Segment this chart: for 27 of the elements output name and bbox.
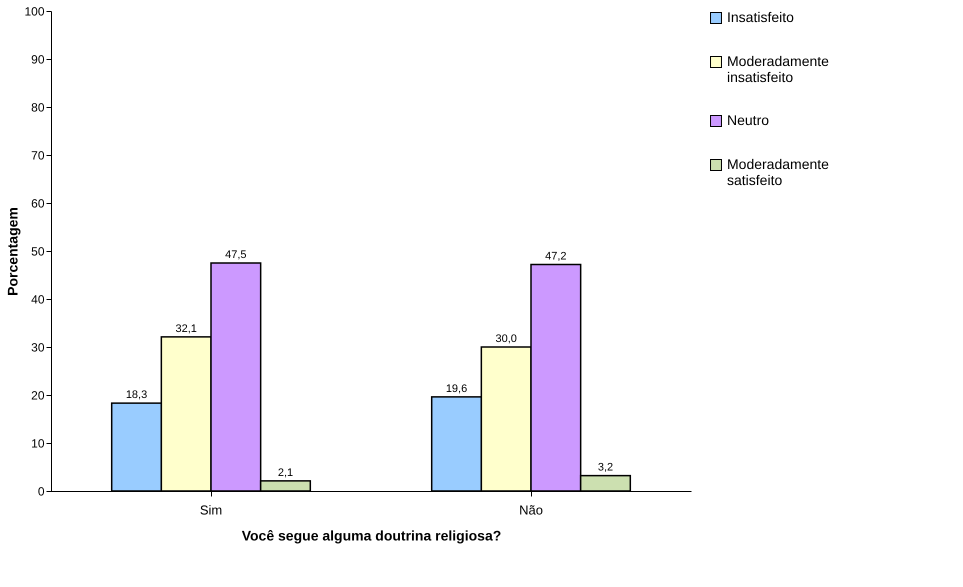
data-label: 30,0 — [495, 333, 517, 345]
legend-label: Moderadamente satisfeito — [727, 156, 830, 188]
y-tick-label: 50 — [31, 244, 45, 258]
data-label: 18,3 — [126, 389, 148, 402]
y-tick-label: 80 — [31, 100, 45, 114]
y-tick-label: 10 — [31, 436, 45, 450]
x-tick-label: Sim — [200, 502, 222, 518]
data-label: 47,5 — [225, 249, 247, 261]
data-label: 19,6 — [446, 382, 468, 395]
y-tick-label: 30 — [31, 340, 45, 354]
y-tick-label: 20 — [31, 388, 45, 402]
y-tick-label: 0 — [38, 484, 45, 498]
data-label: 32,1 — [175, 322, 197, 335]
data-label: 3,2 — [598, 462, 614, 474]
data-label: 47,2 — [545, 250, 567, 262]
y-axis-title: Porcentagem — [4, 207, 20, 296]
y-tick-label: 70 — [31, 148, 45, 162]
legend-label: Moderadamente insatisfeito — [727, 53, 830, 85]
data-label: 2,1 — [278, 466, 294, 479]
legend-label: Insatisfeito — [727, 9, 794, 25]
y-tick-label: 60 — [31, 196, 45, 210]
legend-label: Neutro — [727, 112, 770, 128]
y-tick-label: 40 — [31, 292, 45, 306]
x-axis-title: Você segue alguma doutrina religiosa? — [242, 528, 502, 544]
y-tick-label: 100 — [24, 4, 45, 18]
y-tick-label: 90 — [31, 52, 45, 66]
x-tick-label: Não — [519, 502, 543, 518]
